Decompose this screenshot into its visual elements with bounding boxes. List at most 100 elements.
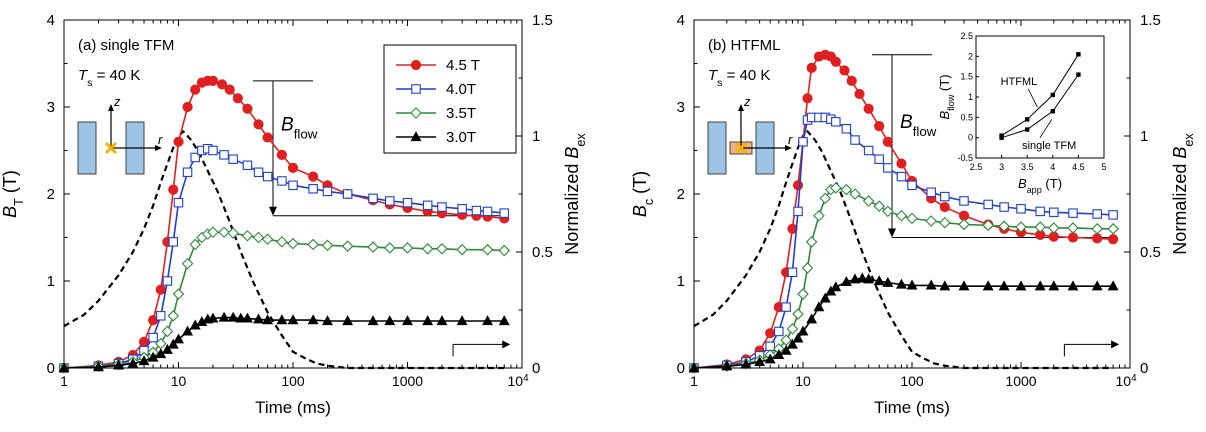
data-point	[849, 188, 861, 200]
data-point	[138, 355, 150, 366]
inset-y-tick-label: 0	[968, 133, 973, 143]
data-point	[342, 189, 353, 199]
data-point	[173, 197, 184, 208]
data-point	[819, 192, 832, 205]
data-point	[1067, 280, 1079, 291]
panel-label: (a) single TFM	[78, 37, 174, 54]
data-point	[907, 180, 917, 191]
data-point	[882, 136, 893, 147]
flow-arrowhead	[888, 228, 896, 238]
data-point	[774, 326, 784, 337]
data-point	[801, 262, 814, 274]
data-point	[224, 84, 235, 95]
data-point	[1016, 204, 1026, 214]
pulse-curve	[693, 129, 1114, 370]
inset-chart: 2.5 3 3.5 4 4.5 5 -0.5 0 0.5 1 1.5 2 2.5 Bapp (T) Bflo…	[937, 31, 1107, 195]
data-point	[999, 202, 1009, 212]
axis-indicator-arrowhead	[1111, 340, 1120, 349]
data-point	[906, 212, 918, 225]
data-point	[218, 311, 230, 322]
y-axis-label: Bc (T)	[630, 171, 656, 217]
data-point	[959, 196, 969, 206]
data-point	[456, 315, 468, 326]
data-point	[764, 353, 776, 364]
data-point	[1048, 222, 1060, 234]
data-point	[787, 267, 798, 278]
data-point	[402, 315, 413, 326]
data-point	[173, 333, 184, 344]
data-point	[802, 93, 813, 104]
data-point	[127, 357, 139, 368]
data-point	[939, 280, 951, 291]
r-axis-arrowhead	[785, 145, 792, 151]
data-point	[806, 62, 817, 73]
data-point	[813, 301, 825, 312]
inset-y-axis-label: Bflow (T)	[937, 74, 956, 119]
data-point	[854, 88, 865, 100]
data-point	[182, 101, 193, 113]
inset-y-tick-label: 0.5	[960, 112, 973, 122]
inset-x-tick-label: 4.5	[1072, 162, 1085, 172]
data-point	[882, 205, 894, 218]
data-point	[499, 208, 510, 218]
y-tick-label: 3	[47, 99, 55, 116]
data-point	[1108, 210, 1118, 220]
data-point	[874, 121, 885, 132]
data-point	[227, 227, 239, 239]
data-point	[883, 163, 893, 173]
x-tick-label: 1000	[1005, 373, 1036, 389]
data-point	[227, 311, 239, 322]
data-point	[840, 276, 852, 286]
y2-tick-label: 1	[532, 128, 540, 145]
data-point	[189, 238, 202, 251]
data-point	[862, 195, 875, 207]
y-axis-label: BT (T)	[0, 170, 26, 218]
x-axis-label: Time (ms)	[874, 398, 950, 417]
inset-x-axis-label: Bapp (T)	[1018, 176, 1062, 195]
data-point	[172, 288, 185, 300]
data-point	[896, 171, 907, 182]
inset-y-tick-label: 2.5	[960, 31, 973, 41]
series-line	[693, 187, 1114, 369]
data-point	[401, 242, 414, 254]
data-point	[190, 152, 200, 163]
y2-tick-label: 0	[1140, 360, 1148, 377]
inset-data-point	[1025, 127, 1030, 132]
data-point	[1034, 280, 1046, 291]
data-point	[219, 150, 229, 160]
data-point	[253, 119, 264, 130]
data-point	[262, 132, 273, 143]
data-point	[939, 201, 950, 213]
data-point	[482, 206, 493, 217]
data-point	[148, 332, 158, 343]
data-point	[786, 338, 798, 349]
data-point	[781, 302, 791, 312]
data-point	[830, 182, 842, 194]
y-tick-label: 0	[47, 360, 55, 377]
data-point	[262, 171, 273, 182]
data-point	[218, 226, 230, 239]
data-point	[288, 180, 298, 191]
axis-indicator-arrowhead	[502, 340, 511, 349]
data-point	[155, 284, 166, 295]
z-axis-label: z	[743, 94, 751, 109]
data-point	[287, 162, 299, 173]
x-tick-label: 100	[281, 373, 305, 389]
data-point	[1048, 280, 1060, 291]
data-point	[242, 160, 253, 171]
data-point	[207, 226, 219, 239]
data-point	[850, 135, 860, 145]
inset-data-point	[1050, 92, 1055, 98]
data-point	[1108, 234, 1119, 245]
legend-marker	[410, 131, 422, 142]
data-point	[958, 218, 970, 231]
cross-marker-b	[734, 141, 748, 155]
data-point	[998, 220, 1010, 232]
data-point	[276, 149, 288, 160]
data-point	[846, 75, 857, 87]
inset-leader	[1039, 119, 1053, 138]
data-point	[471, 205, 482, 216]
x-tick-label: 100	[900, 373, 924, 389]
y2-tick-label: 0.5	[532, 244, 553, 261]
